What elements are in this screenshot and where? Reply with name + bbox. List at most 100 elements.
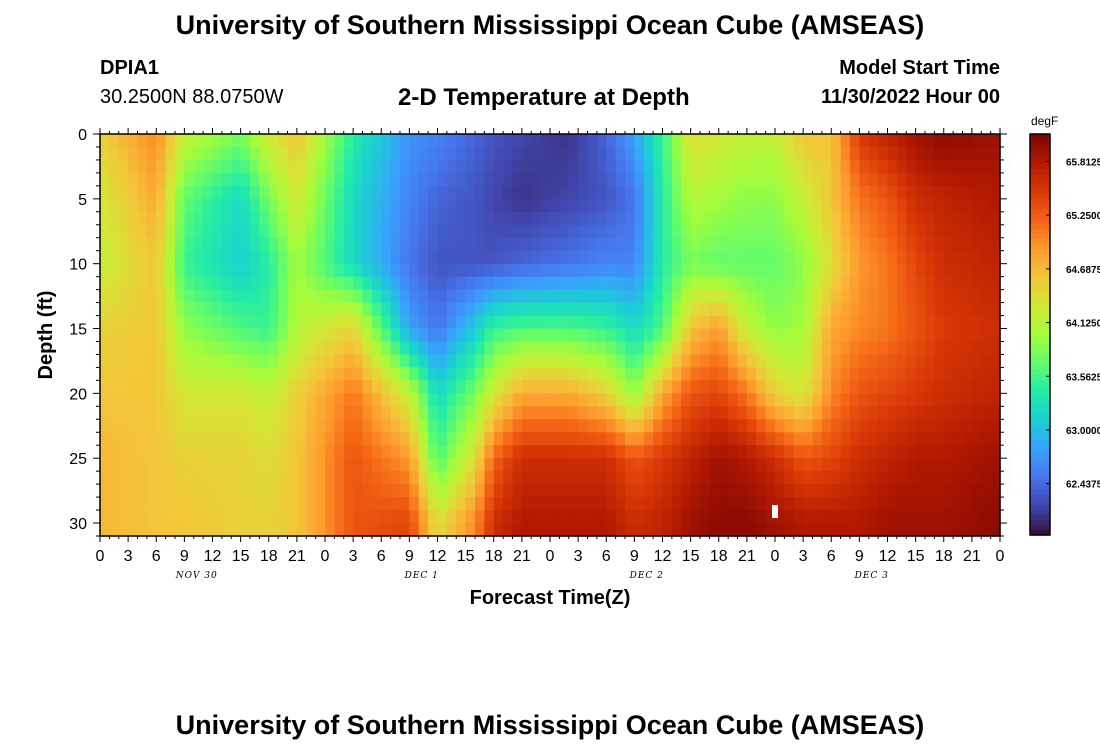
heatmap-cell — [821, 497, 832, 511]
heatmap-cell — [137, 237, 148, 252]
heatmap-cell — [906, 367, 917, 381]
heatmap-cell — [587, 185, 598, 200]
heatmap-cell — [371, 341, 382, 356]
heatmap-cell — [765, 432, 776, 446]
heatmap-cell — [334, 380, 345, 394]
heatmap-cell — [540, 198, 551, 213]
heatmap-cell — [156, 185, 167, 200]
heatmap-cell — [456, 224, 467, 239]
heatmap-cell — [109, 237, 120, 252]
x-tick-label: 21 — [963, 548, 981, 565]
heatmap-cell — [681, 510, 692, 524]
heatmap-cell — [765, 224, 776, 239]
heatmap-cell — [390, 484, 401, 498]
heatmap-cell — [550, 354, 560, 369]
heatmap-cell — [962, 302, 973, 317]
heatmap-cell — [493, 276, 504, 291]
heatmap-cell — [512, 276, 523, 291]
heatmap-cell — [653, 406, 664, 420]
heatmap-cell — [906, 185, 917, 200]
heatmap-cell — [521, 146, 532, 161]
heatmap-cell — [596, 159, 607, 174]
heatmap-cell — [831, 237, 842, 252]
heatmap-cell — [362, 484, 373, 498]
heatmap-cell — [278, 198, 289, 213]
heatmap-cell — [325, 445, 335, 459]
heatmap-cell — [971, 367, 982, 381]
heatmap-cell — [278, 276, 289, 291]
colorbar-segment — [1030, 444, 1050, 451]
heatmap-cell — [850, 289, 860, 304]
heatmap-cell — [540, 146, 551, 161]
heatmap-cell — [634, 445, 645, 459]
heatmap-cell — [896, 445, 907, 459]
heatmap-cell — [240, 302, 251, 317]
heatmap-cell — [343, 497, 354, 511]
heatmap-cell — [775, 354, 785, 369]
heatmap-cell — [793, 458, 804, 472]
heatmap-cell — [240, 471, 251, 485]
heatmap-cell — [456, 198, 467, 213]
heatmap-cell — [896, 289, 907, 304]
heatmap-cell — [728, 237, 739, 252]
heatmap-cell — [240, 341, 251, 356]
heatmap-cell — [681, 211, 692, 226]
heatmap-cell — [568, 198, 579, 213]
heatmap-cell — [812, 445, 823, 459]
heatmap-cell — [634, 263, 645, 278]
colorbar-segment — [1030, 234, 1050, 240]
heatmap-cell — [831, 354, 842, 369]
heatmap-cell — [128, 406, 139, 420]
heatmap-cell — [709, 497, 720, 511]
heatmap-cell — [212, 328, 223, 343]
heatmap-cell — [934, 458, 945, 472]
heatmap-cell — [493, 198, 504, 213]
heatmap-cell — [653, 341, 664, 356]
heatmap-cell — [606, 276, 617, 291]
heatmap-cell — [306, 367, 317, 381]
heatmap-cell — [718, 419, 729, 433]
heatmap-cell — [606, 406, 617, 420]
heatmap-cell — [812, 185, 823, 200]
heatmap-cell — [296, 237, 307, 252]
heatmap-cell — [531, 432, 542, 446]
heatmap-cell — [690, 302, 701, 317]
heatmap-cell — [428, 406, 439, 420]
heatmap-cell — [343, 146, 354, 161]
heatmap-cell — [400, 497, 410, 511]
heatmap-cell — [259, 159, 270, 174]
heatmap-cell — [446, 341, 457, 356]
heatmap-cell — [484, 393, 495, 407]
heatmap-cell — [821, 328, 832, 343]
heatmap-cell — [737, 484, 748, 498]
heatmap-cell — [118, 510, 129, 524]
heatmap-cell — [606, 354, 617, 369]
heatmap-cell — [203, 224, 214, 239]
heatmap-cell — [409, 289, 420, 304]
heatmap-cell — [746, 419, 757, 433]
heatmap-cell — [409, 393, 420, 407]
heatmap-cell — [221, 380, 232, 394]
colorbar-segment — [1030, 409, 1050, 416]
heatmap-cell — [493, 159, 504, 174]
heatmap-cell — [690, 445, 701, 459]
heatmap-cell — [671, 380, 682, 394]
heatmap-cell — [756, 302, 767, 317]
heatmap-cell — [793, 211, 804, 226]
heatmap-cell — [718, 458, 729, 472]
heatmap-cell — [728, 159, 739, 174]
heatmap-cell — [737, 276, 748, 291]
heatmap-cell — [868, 458, 879, 472]
heatmap-cell — [934, 419, 945, 433]
heatmap-cell — [662, 302, 673, 317]
heatmap-cell — [390, 341, 401, 356]
heatmap-cell — [981, 419, 992, 433]
heatmap-cell — [259, 445, 270, 459]
heatmap-cell — [671, 367, 682, 381]
heatmap-cell — [315, 289, 326, 304]
heatmap-cell — [784, 510, 795, 524]
heatmap-cell — [212, 484, 223, 498]
heatmap-cell — [934, 354, 945, 369]
heatmap-cell — [296, 354, 307, 369]
heatmap-cell — [371, 328, 382, 343]
